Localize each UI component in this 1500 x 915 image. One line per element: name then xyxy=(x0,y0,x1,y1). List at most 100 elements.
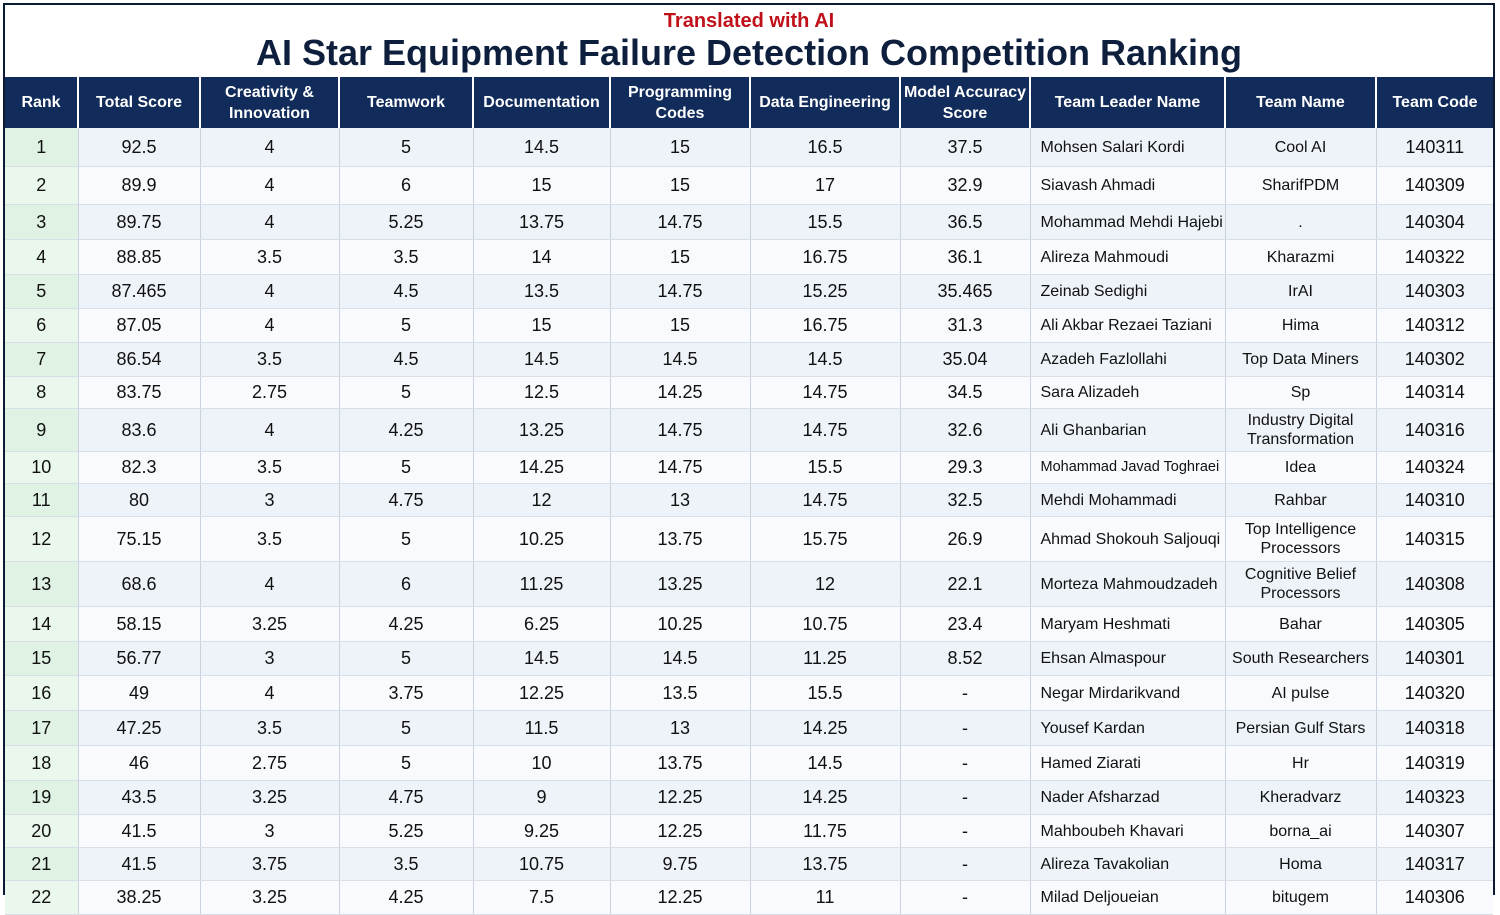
creativity-cell: 3.5 xyxy=(200,451,340,484)
team-leader-cell: Mohammad Mehdi Hajebi xyxy=(1030,204,1226,240)
model-accuracy-cell: 32.5 xyxy=(900,483,1031,517)
creativity-cell: 3.5 xyxy=(200,239,340,275)
programming-cell: 13.75 xyxy=(610,745,751,781)
team-leader-cell: Sara Alizadeh xyxy=(1030,376,1226,409)
rank-cell: 7 xyxy=(5,342,79,377)
team-code-cell: 140310 xyxy=(1376,483,1493,517)
total-score-cell: 49 xyxy=(78,675,201,711)
data-engineering-cell: 14.75 xyxy=(750,408,901,452)
column-header: Team Code xyxy=(1376,77,1493,128)
table-row: 15 56.77 3 5 14.5 14.5 11.25 8.52 Ehsan Almaspou… xyxy=(5,641,1493,676)
creativity-cell: 3.25 xyxy=(200,780,340,815)
table-row: 19 43.5 3.25 4.75 9 12.25 14.25- Nader Afsharza… xyxy=(5,780,1493,815)
team-name-cell: Bahar xyxy=(1225,606,1377,642)
total-score-cell: 75.15 xyxy=(78,516,201,562)
table-row: 2 89.9 4 6 15 15 17 32.9 Siavash Ahmadi SharifPDM… xyxy=(5,166,1493,205)
rank-cell: 9 xyxy=(5,408,79,452)
team-leader-cell: Mehdi Mohammadi xyxy=(1030,483,1226,517)
team-leader-cell: Zeinab Sedighi xyxy=(1030,274,1226,309)
data-engineering-cell: 14.5 xyxy=(750,745,901,781)
documentation-cell: 12.5 xyxy=(473,376,611,409)
programming-cell: 13 xyxy=(610,483,751,517)
total-score-cell: 46 xyxy=(78,745,201,781)
model-accuracy-cell: 23.4 xyxy=(900,606,1031,642)
team-name-cell: Rahbar xyxy=(1225,483,1377,517)
table-row: 1 92.5 4 5 14.5 15 16.5 37.5 Mohsen Salari Kordi… xyxy=(5,128,1493,167)
data-engineering-cell: 10.75 xyxy=(750,606,901,642)
teamwork-cell: 5 xyxy=(339,308,474,343)
column-header: Model Accuracy Score xyxy=(900,77,1031,128)
table-row: 20 41.5 3 5.25 9.25 12.25 11.75- Mahboubeh Khav… xyxy=(5,814,1493,848)
team-code-cell: 140303 xyxy=(1376,274,1493,309)
teamwork-cell: 5 xyxy=(339,376,474,409)
data-engineering-cell: 16.75 xyxy=(750,239,901,275)
translation-note: Translated with AI xyxy=(663,10,835,32)
model-accuracy-cell: 32.6 xyxy=(900,408,1031,452)
team-leader-cell: Morteza Mahmoudzadeh xyxy=(1030,561,1226,607)
programming-cell: 15 xyxy=(610,166,751,205)
team-code-cell: 140317 xyxy=(1376,847,1493,881)
table-row: 6 87.05 4 5 15 15 16.75 31.3 Ali Akbar Rezaei Ta… xyxy=(5,308,1493,343)
data-engineering-cell: 14.75 xyxy=(750,376,901,409)
rank-cell: 6 xyxy=(5,308,79,343)
team-name-cell: Hr xyxy=(1225,745,1377,781)
documentation-cell: 11.25 xyxy=(473,561,611,607)
team-code-cell: 140314 xyxy=(1376,376,1493,409)
column-header: Rank xyxy=(5,77,79,128)
table-row: 3 89.75 4 5.25 13.75 14.75 15.5 36.5 Mohammad Me… xyxy=(5,204,1493,240)
documentation-cell: 15 xyxy=(473,308,611,343)
documentation-cell: 13.25 xyxy=(473,408,611,452)
programming-cell: 14.75 xyxy=(610,451,751,484)
team-code-cell: 140311 xyxy=(1376,128,1493,167)
team-name-cell: South Researchers xyxy=(1225,641,1377,676)
documentation-cell: 14.5 xyxy=(473,641,611,676)
total-score-cell: 56.77 xyxy=(78,641,201,676)
rank-cell: 22 xyxy=(5,880,79,915)
team-leader-cell: Mohammad Javad Toghraei xyxy=(1030,451,1226,484)
team-leader-cell: Ahmad Shokouh Saljouqi xyxy=(1030,516,1226,562)
programming-cell: 10.25 xyxy=(610,606,751,642)
team-leader-cell: Alireza Mahmoudi xyxy=(1030,239,1226,275)
column-header: Team Name xyxy=(1225,77,1377,128)
model-accuracy-cell: - xyxy=(900,880,1031,915)
documentation-cell: 10 xyxy=(473,745,611,781)
total-score-cell: 83.75 xyxy=(78,376,201,409)
programming-cell: 12.25 xyxy=(610,814,751,848)
teamwork-cell: 4.75 xyxy=(339,780,474,815)
team-code-cell: 140315 xyxy=(1376,516,1493,562)
documentation-cell: 12 xyxy=(473,483,611,517)
team-code-cell: 140324 xyxy=(1376,451,1493,484)
team-leader-cell: Siavash Ahmadi xyxy=(1030,166,1226,205)
team-code-cell: 140322 xyxy=(1376,239,1493,275)
team-code-cell: 140305 xyxy=(1376,606,1493,642)
table-row: 4 88.85 3.5 3.5 14 15 16.75 36.1 Alireza Mahmoud… xyxy=(5,239,1493,275)
rank-cell: 16 xyxy=(5,675,79,711)
table-body: 1 92.5 4 5 14.5 15 16.5 37.5 Mohsen Salari Kordi… xyxy=(5,128,1493,915)
documentation-cell: 15 xyxy=(473,166,611,205)
programming-cell: 14.25 xyxy=(610,376,751,409)
documentation-cell: 7.5 xyxy=(473,880,611,915)
page-title: AI Star Equipment Failure Detection Comp… xyxy=(255,32,1243,73)
documentation-cell: 9 xyxy=(473,780,611,815)
rank-cell: 2 xyxy=(5,166,79,205)
team-name-cell: . xyxy=(1225,204,1377,240)
rank-cell: 20 xyxy=(5,814,79,848)
total-score-cell: 88.85 xyxy=(78,239,201,275)
rank-cell: 15 xyxy=(5,641,79,676)
model-accuracy-cell: 26.9 xyxy=(900,516,1031,562)
creativity-cell: 3.25 xyxy=(200,880,340,915)
team-name-cell: Idea xyxy=(1225,451,1377,484)
table-row: 11 80 3 4.75 12 13 14.75 32.5 Mehdi Mohammadi Rah… xyxy=(5,483,1493,517)
team-leader-cell: Milad Deljoueian xyxy=(1030,880,1226,915)
model-accuracy-cell: - xyxy=(900,814,1031,848)
team-code-cell: 140318 xyxy=(1376,710,1493,746)
team-leader-cell: Yousef Kardan xyxy=(1030,710,1226,746)
table-row: 21 41.5 3.75 3.5 10.75 9.75 13.75- Alireza Tava… xyxy=(5,847,1493,881)
programming-cell: 14.5 xyxy=(610,641,751,676)
model-accuracy-cell: 22.1 xyxy=(900,561,1031,607)
creativity-cell: 3.5 xyxy=(200,516,340,562)
total-score-cell: 82.3 xyxy=(78,451,201,484)
total-score-cell: 92.5 xyxy=(78,128,201,167)
documentation-cell: 10.75 xyxy=(473,847,611,881)
model-accuracy-cell: 31.3 xyxy=(900,308,1031,343)
